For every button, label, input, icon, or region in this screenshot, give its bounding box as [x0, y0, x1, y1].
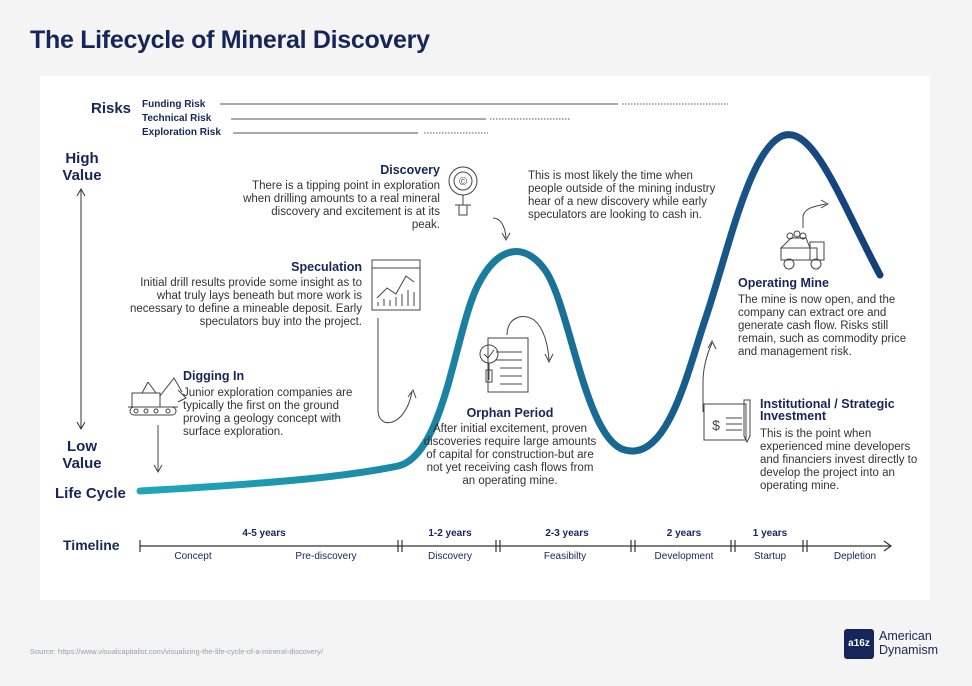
institutional-arrow: [702, 342, 713, 412]
phase-startup: Startup: [753, 551, 787, 562]
duration-development: 2 years: [666, 528, 702, 539]
exploration-risk-label: Exploration Risk: [142, 127, 221, 138]
phase-pre-discovery: Pre-discovery: [295, 551, 357, 562]
phase-development: Development: [654, 551, 714, 562]
phase-concept: Concept: [174, 551, 212, 562]
phase-depletion: Depletion: [833, 551, 877, 562]
discovery-icon: ©: [448, 166, 478, 216]
orphan-arrow: [506, 316, 550, 361]
duration-startup: 1 years: [752, 528, 788, 539]
life-cycle-label: Life Cycle: [55, 485, 126, 502]
timeline-axis: [139, 540, 893, 552]
operating-arrow: [802, 203, 827, 228]
haul-truck-icon: [779, 230, 825, 270]
duration-discovery: 1-2 years: [428, 528, 472, 539]
excavator-icon: [128, 377, 187, 416]
risk-lines: [220, 103, 728, 134]
page-title: The Lifecycle of Mineral Discovery: [30, 26, 430, 54]
technical-risk-label: Technical Risk: [142, 113, 212, 124]
digging-in-text: Junior exploration companies are typical…: [183, 387, 353, 438]
svg-text:$: $: [712, 417, 720, 433]
value-axis-arrow: [76, 187, 86, 431]
digging-in-title: Digging In: [183, 369, 245, 383]
speculation-text: Initial drill results provide some insig…: [129, 277, 362, 328]
orphan-document-icon: [479, 337, 529, 393]
discovery-text: There is a tipping point in exploration …: [243, 180, 440, 231]
brand-mark: a16z: [848, 638, 870, 649]
orphan-period-title: Orphan Period: [466, 406, 554, 420]
annotation-arrows: [153, 199, 830, 474]
svg-text:©: ©: [459, 176, 467, 188]
risks-label: Risks: [91, 100, 132, 117]
speculation-title: Speculation: [291, 260, 362, 274]
lifecycle-curve: [136, 131, 884, 495]
brand-name: American Dynamism: [879, 629, 938, 657]
phase-discovery: Discovery: [428, 551, 472, 562]
diagram-card: [40, 76, 930, 600]
orphan-period-text: After initial excitement, proven discove…: [423, 423, 597, 487]
cheque-icon: $: [703, 399, 751, 444]
discovery-note-text: This is most likely the time when people…: [528, 170, 716, 221]
speculation-arrow: [377, 318, 413, 424]
low-value-label: Low Value: [62, 438, 102, 472]
phase-feasibility: Feasibilty: [543, 551, 587, 562]
operating-mine-title: Operating Mine: [738, 276, 829, 290]
brand-line2: Dynamism: [879, 643, 939, 657]
funding-risk-label: Funding Risk: [142, 99, 206, 110]
brand-logo: a16z: [844, 629, 874, 659]
brand-line1: American: [879, 629, 932, 643]
duration-concept: 4-5 years: [242, 528, 286, 539]
institutional-text: This is the point when experienced mine …: [760, 428, 918, 492]
timeline-label: Timeline: [63, 537, 120, 553]
discovery-title: Discovery: [380, 163, 440, 177]
high-value-label: High Value: [62, 150, 102, 184]
institutional-title: Institutional / Strategic Investment: [760, 397, 895, 423]
source-note: Source: https://www.visualcapitalist.com…: [30, 647, 324, 656]
operating-mine-text: The mine is now open, and the company ca…: [738, 294, 907, 358]
discovery-arrow: [492, 217, 507, 239]
duration-feasibility: 2-3 years: [545, 528, 589, 539]
speculation-chart-icon: [371, 259, 421, 311]
